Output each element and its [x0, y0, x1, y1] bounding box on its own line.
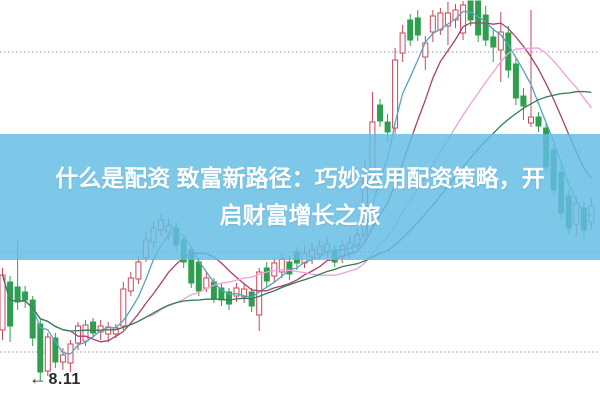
candle-body: [444, 12, 451, 27]
candle-up: [241, 284, 248, 303]
candle-up: [452, 4, 459, 28]
candle-body: [286, 261, 293, 275]
candle-down: [407, 14, 414, 46]
candle-body: [528, 116, 534, 124]
candle-body: [195, 261, 202, 292]
candle-down: [535, 112, 542, 132]
candle-body: [14, 286, 21, 303]
candle-down: [29, 296, 36, 346]
candle-body: [52, 337, 59, 363]
candle-down: [90, 318, 97, 338]
candle-body: [44, 336, 51, 372]
headline-banner: 什么是配资 致富新路径：巧妙运用配资策略，开 启财富增长之旅: [0, 134, 600, 260]
left-arrow-icon: ←: [29, 368, 48, 388]
candle-down: [467, 0, 474, 26]
candle-up: [528, 10, 534, 127]
ma-line-ma30: [1, 90, 592, 332]
candle-body: [120, 288, 127, 327]
candle-down: [482, 6, 489, 46]
candle-body: [271, 262, 278, 277]
candle-body: [226, 291, 232, 305]
candle-body: [22, 291, 29, 301]
candle-down: [7, 276, 14, 342]
candle-body: [377, 104, 383, 122]
candle-down: [475, 0, 482, 42]
candle-body: [399, 32, 406, 54]
candle-body: [414, 17, 421, 36]
candle-body: [203, 277, 210, 289]
candle-body: [452, 9, 459, 21]
candle-body: [535, 116, 542, 127]
price-low-label: 8.11: [48, 371, 81, 388]
candle-up: [460, 1, 467, 40]
candle-body: [263, 267, 270, 282]
candle-body: [29, 299, 36, 339]
candle-body: [429, 15, 436, 33]
ma-line-ma5: [1, 10, 592, 355]
candle-down: [22, 286, 29, 308]
candle-up: [135, 256, 142, 284]
candle-body: [7, 281, 14, 327]
candle-body: [218, 287, 225, 301]
candle-body: [467, 0, 474, 21]
candle-up: [399, 25, 406, 62]
candle-down: [263, 262, 270, 287]
candle-body: [512, 63, 519, 99]
candle-down: [490, 28, 497, 62]
candle-body: [90, 321, 97, 334]
candle-body: [505, 32, 512, 71]
candle-down: [520, 88, 527, 120]
candle-up: [67, 340, 74, 372]
price-low-annotation: ←8.11: [29, 369, 81, 388]
candle-up: [120, 282, 127, 330]
candle-body: [460, 4, 467, 34]
candle-down: [37, 318, 44, 381]
candle-down: [226, 288, 232, 310]
ma-line-ma10: [1, 22, 592, 343]
candle-down: [377, 99, 383, 127]
candle-up: [127, 272, 134, 296]
candle-body: [37, 323, 44, 373]
headline-line1: 什么是配资 致富新路径：巧妙运用配资策略，开: [55, 164, 545, 191]
candle-up: [44, 333, 51, 376]
candle-body: [482, 14, 489, 41]
ma-lines: [1, 10, 592, 355]
candle-up: [392, 48, 399, 134]
candle-up: [256, 268, 263, 331]
candle-body: [127, 277, 134, 292]
candle-body: [497, 31, 504, 51]
candle-down: [218, 284, 225, 306]
candle-body: [82, 324, 89, 342]
candle-body: [135, 261, 142, 280]
candle-body: [0, 274, 6, 331]
candle-down: [52, 333, 59, 368]
candle-down: [286, 256, 293, 280]
candle-body: [233, 287, 240, 297]
candle-up: [271, 257, 278, 282]
candle-body: [241, 288, 248, 298]
candle-body: [392, 59, 399, 129]
candle-body: [490, 36, 497, 48]
candle-body: [59, 354, 66, 363]
candle-down: [512, 58, 519, 105]
candle-body: [407, 19, 414, 41]
candle-down: [414, 10, 421, 41]
candle-body: [384, 121, 391, 133]
candle-body: [520, 95, 527, 107]
candle-up: [429, 10, 436, 42]
headline-line2: 启财富增长之旅: [219, 201, 381, 228]
candle-down: [248, 288, 255, 312]
